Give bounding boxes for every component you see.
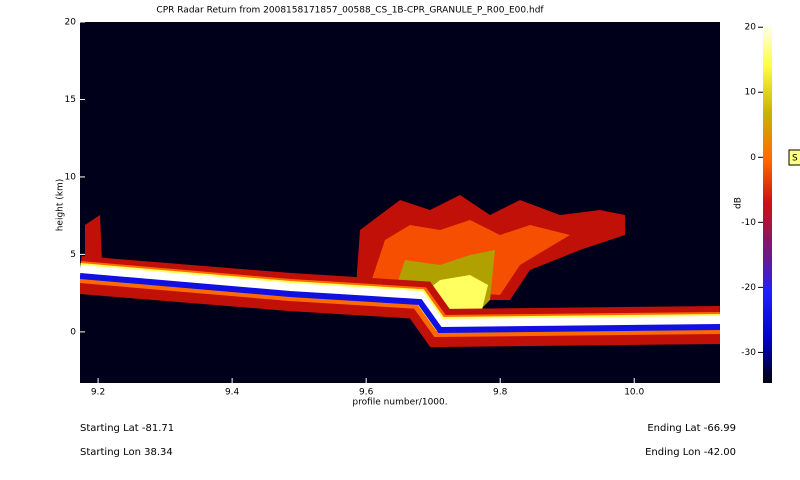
x-tick-label: 9.4 bbox=[225, 388, 240, 398]
y-tick-label: 10 bbox=[65, 172, 77, 182]
y-axis-label: height (km) bbox=[56, 179, 66, 232]
colorbar bbox=[763, 22, 772, 383]
y-tick-label: 5 bbox=[70, 250, 76, 260]
start-lon: Starting Lon 38.34 bbox=[80, 447, 173, 458]
colorbar-tick-label: -20 bbox=[741, 283, 756, 293]
colorbar-tick-label: 10 bbox=[745, 88, 757, 98]
badge-box bbox=[788, 149, 800, 166]
x-tick-label: 9.2 bbox=[91, 388, 105, 398]
colorbar-tick-label: -30 bbox=[741, 348, 756, 358]
y-tick-label: 15 bbox=[65, 95, 76, 105]
x-tick-label: 9.8 bbox=[493, 388, 508, 398]
x-tick-label: 10.0 bbox=[624, 388, 644, 398]
radar-image bbox=[80, 195, 720, 348]
colorbar-label: dB bbox=[734, 197, 744, 209]
start-lat: Starting Lat -81.71 bbox=[80, 423, 174, 434]
end-lat: Ending Lat -66.99 bbox=[647, 423, 736, 434]
colorbar-tick-label: 0 bbox=[750, 153, 756, 163]
x-tick-label: 9.6 bbox=[359, 388, 374, 398]
x-axis-label: profile number/1000. bbox=[352, 398, 447, 408]
chart-title: CPR Radar Return from 2008158171857_0058… bbox=[156, 6, 544, 16]
y-tick-label: 20 bbox=[65, 18, 77, 28]
colorbar-tick-label: -10 bbox=[741, 218, 756, 228]
y-tick-label: 0 bbox=[70, 327, 76, 337]
end-lon: Ending Lon -42.00 bbox=[645, 447, 736, 458]
colorbar-tick-label: 20 bbox=[745, 23, 757, 33]
badge: S bbox=[792, 154, 798, 164]
